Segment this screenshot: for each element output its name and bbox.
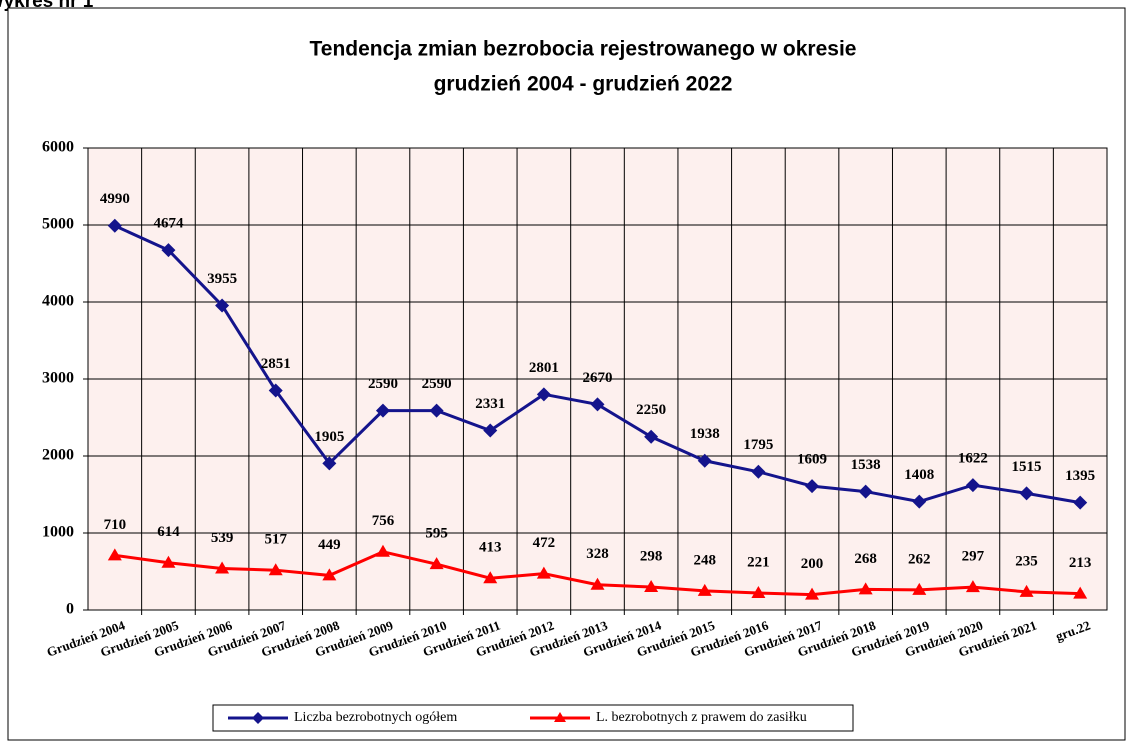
marker — [536, 387, 551, 402]
data-label: 221 — [747, 554, 770, 570]
marker — [483, 423, 498, 438]
marker — [215, 298, 230, 313]
marker — [161, 555, 176, 568]
marker — [1019, 584, 1034, 597]
marker — [858, 484, 873, 499]
data-label: 1905 — [314, 429, 344, 445]
marker — [429, 557, 444, 570]
data-label: 297 — [962, 549, 985, 565]
data-label: 756 — [372, 513, 395, 529]
data-label: 235 — [1015, 553, 1038, 569]
data-label: 1515 — [1012, 459, 1042, 475]
marker — [536, 566, 551, 579]
data-label: 4674 — [153, 216, 184, 232]
data-label: 2801 — [529, 360, 559, 376]
marker — [858, 582, 873, 595]
marker — [644, 429, 659, 444]
marker — [215, 561, 230, 574]
data-label: 1408 — [904, 467, 934, 483]
marker — [107, 218, 122, 233]
data-label: 1609 — [797, 452, 827, 468]
chart-title: Tendencja zmian bezrobocia rejestrowaneg… — [310, 38, 857, 61]
data-label: 2851 — [261, 356, 291, 372]
marker — [1073, 586, 1088, 599]
chart-title: grudzień 2004 - grudzień 2022 — [434, 73, 733, 96]
marker — [912, 582, 927, 595]
marker — [161, 243, 176, 258]
data-label: 268 — [854, 551, 877, 567]
data-label: 449 — [318, 537, 341, 553]
y-tick-label: 4000 — [42, 293, 74, 310]
data-label: 2670 — [583, 370, 613, 386]
data-label: 200 — [801, 556, 824, 572]
data-label: 1395 — [1065, 468, 1095, 484]
marker — [912, 494, 927, 509]
marker — [322, 568, 337, 581]
y-tick-label: 2000 — [42, 447, 74, 464]
marker — [483, 571, 498, 584]
data-label: 595 — [425, 526, 448, 542]
marker — [644, 580, 659, 593]
data-label: 1938 — [690, 426, 720, 442]
y-tick-label: 6000 — [42, 139, 74, 156]
marker — [375, 403, 390, 418]
legend-label: L. bezrobotnych z prawem do zasiłku — [596, 710, 807, 725]
marker — [751, 464, 766, 479]
data-label: 4990 — [100, 191, 130, 207]
marker — [322, 456, 337, 471]
data-label: 248 — [694, 552, 717, 568]
data-label: 1538 — [851, 457, 881, 473]
data-label: 2331 — [475, 396, 505, 412]
y-tick-label: 3000 — [42, 370, 74, 387]
data-label: 614 — [157, 524, 180, 540]
data-label: 472 — [533, 535, 556, 551]
marker — [965, 478, 980, 493]
y-tick-label: 0 — [66, 601, 74, 618]
data-label: 1622 — [958, 451, 988, 467]
data-label: 413 — [479, 540, 502, 556]
marker — [590, 397, 605, 412]
marker — [429, 403, 444, 418]
marker — [375, 544, 390, 557]
marker — [268, 563, 283, 576]
data-label: 517 — [264, 532, 287, 548]
marker — [697, 583, 712, 596]
legend-marker — [554, 712, 566, 722]
data-label: 2250 — [636, 402, 666, 418]
marker — [805, 587, 820, 600]
marker — [805, 479, 820, 494]
data-label: 710 — [104, 517, 127, 533]
y-tick-label: 1000 — [42, 524, 74, 541]
marker — [590, 577, 605, 590]
data-label: 213 — [1069, 555, 1092, 571]
data-label: 262 — [908, 551, 931, 567]
y-tick-label: 5000 — [42, 216, 74, 233]
data-label: 2590 — [422, 376, 452, 392]
marker — [1019, 486, 1034, 501]
marker — [268, 383, 283, 398]
marker — [107, 548, 122, 561]
marker — [697, 453, 712, 468]
data-label: 3955 — [207, 271, 237, 287]
data-label: 2590 — [368, 376, 398, 392]
marker — [751, 585, 766, 598]
data-label: 328 — [586, 546, 609, 562]
legend-label: Liczba bezrobotnych ogółem — [294, 710, 457, 725]
legend-marker — [252, 712, 264, 724]
marker — [1073, 495, 1088, 510]
data-label: 539 — [211, 530, 234, 546]
data-label: 1795 — [743, 437, 773, 453]
data-label: 298 — [640, 548, 663, 564]
marker — [965, 580, 980, 593]
